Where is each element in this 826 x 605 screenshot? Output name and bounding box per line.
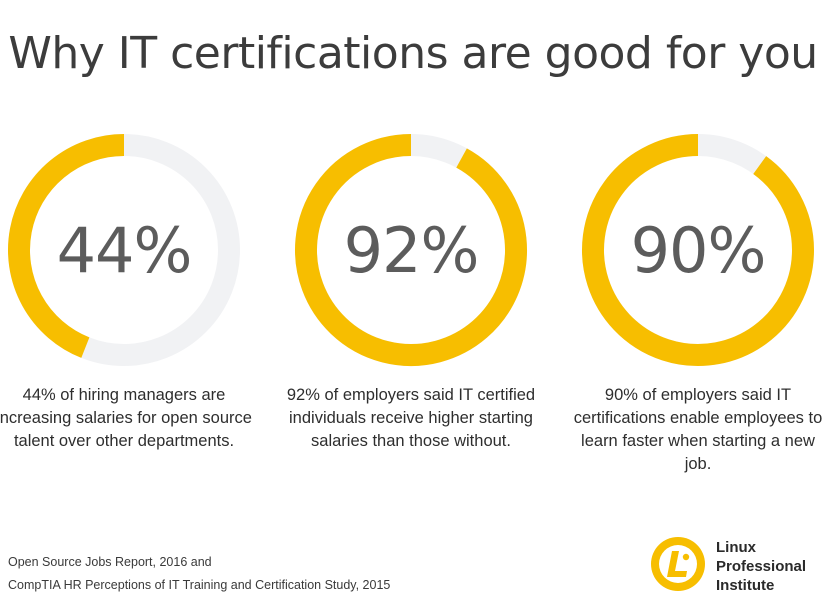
lpi-logo-icon xyxy=(651,537,705,591)
page-title: Why IT certifications are good for you xyxy=(8,28,818,79)
donut-ring-1 xyxy=(8,134,240,366)
donut-chart-3: 90% xyxy=(578,130,818,370)
donut-ring-3 xyxy=(582,134,814,366)
donut-ring-2 xyxy=(295,134,527,366)
stat-description-1: 44% of hiring managers are increasing sa… xyxy=(0,386,252,450)
donut-arc xyxy=(295,134,527,366)
stat-description-3: 90% of employers said IT certifications … xyxy=(573,386,823,473)
lpi-logo-line-1: Linux xyxy=(716,539,756,556)
donut-chart-2: 92% xyxy=(291,130,531,370)
donut-percent-label: 44% xyxy=(56,213,193,287)
donut-chart-1: 44% xyxy=(4,130,244,370)
donut-arc xyxy=(8,134,125,358)
donut-percent-label: 90% xyxy=(630,213,767,287)
lpi-logo: Linux Professional Institute xyxy=(650,536,820,596)
source-note-line-2: CompTIA HR Perceptions of IT Training an… xyxy=(8,578,391,592)
source-note-line-1: Open Source Jobs Report, 2016 and xyxy=(8,555,212,569)
donut-percent-label: 92% xyxy=(343,213,480,287)
lpi-logo-line-2: Professional xyxy=(716,558,807,575)
donut-arc xyxy=(582,134,814,366)
stat-description-2: 92% of employers said IT certified indiv… xyxy=(286,386,536,450)
lpi-logo-line-3: Institute xyxy=(716,577,775,594)
lpi-logo-text: Linux Professional Institute xyxy=(716,538,806,595)
